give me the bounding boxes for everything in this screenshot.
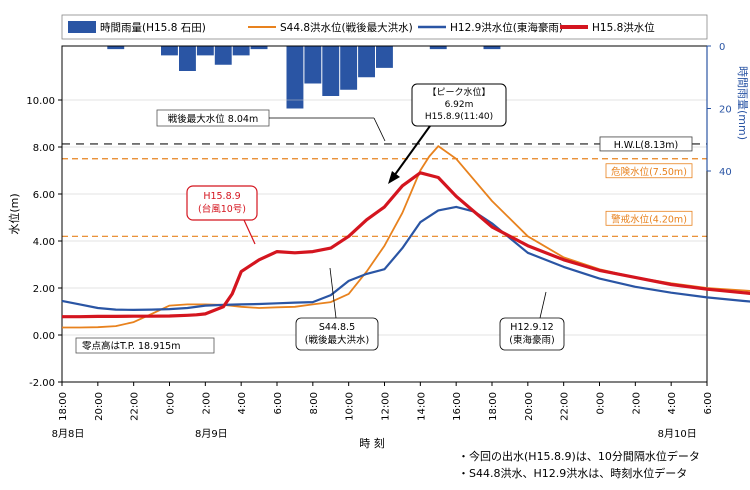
h12-event-text: H12.9.12 <box>510 322 553 333</box>
x-tick-label: 10:00 <box>345 392 356 421</box>
x-tick-label: 0:00 <box>166 392 177 414</box>
series-lines <box>61 145 750 329</box>
peak-callout-text: H15.8.9(11:40) <box>425 112 493 122</box>
x-tick-label: 4:00 <box>237 392 248 414</box>
rain-bar <box>179 46 196 71</box>
reference-lines: H.W.L(8.13m) 危険水位(7.50m) 警戒水位(4.20m) <box>62 136 707 237</box>
x-tick-label: 18:00 <box>58 392 69 421</box>
rain-bar <box>483 46 501 50</box>
y2-tick-label: 20 <box>719 105 732 116</box>
series-line-h15 <box>62 171 750 319</box>
reference-label-box <box>605 163 693 179</box>
rain-bar <box>161 46 178 56</box>
legend-label: H12.9洪水位(東海豪雨) <box>450 21 563 34</box>
rain-bar <box>376 46 393 68</box>
series-line-h12 <box>61 205 750 311</box>
legend-label: 時間雨量(H15.8 石田) <box>100 22 206 34</box>
rain-bars <box>107 46 501 109</box>
rain-bar <box>322 46 340 96</box>
x-tick-label: 2:00 <box>201 392 212 414</box>
h12-event-leader <box>539 291 547 319</box>
x-tick-label: 0:00 <box>596 392 607 414</box>
x-tick-label: 12:00 <box>381 392 392 421</box>
peak-arrow <box>393 125 431 177</box>
peak-callout-box <box>411 83 507 127</box>
legend-box <box>61 14 708 40</box>
peak-callout-text: 【ピーク水位】 <box>427 86 490 98</box>
rain-bar <box>358 46 375 78</box>
x-tick-label: 6:00 <box>703 392 714 414</box>
x-tick-label: 18:00 <box>488 392 499 421</box>
note-2: ・S44.8洪水、H12.9洪水は、時刻水位データ <box>458 467 688 480</box>
y-tick-label: -2.00 <box>29 378 55 389</box>
peak-callout-text: 6.92m <box>445 100 474 110</box>
rain-bar <box>232 46 250 56</box>
rain-bar <box>429 46 447 50</box>
rain-bar <box>286 46 304 109</box>
h15-event-text: (台風10号) <box>198 203 246 215</box>
rain-bar <box>107 46 125 50</box>
annotations: 【ピーク水位】 6.92m H15.8.9(11:40) 戦後最大水位 8.04m H1… <box>75 83 565 354</box>
datum-box <box>75 337 215 354</box>
datum-label: 零点高はT.P. 18.915m <box>82 340 180 352</box>
postwar-max-leader <box>373 117 386 142</box>
rain-bar <box>196 46 214 56</box>
rain-bar <box>250 46 268 50</box>
legend-label: S44.8洪水位(戦後最大洪水) <box>280 21 413 34</box>
x-tick-label: 2:00 <box>631 392 642 414</box>
gridlines <box>62 99 707 336</box>
s44-event-leader <box>329 267 337 319</box>
y-tick-label: 8.00 <box>33 143 55 154</box>
note-1: ・今回の出水(H15.8.9)は、10分間隔水位データ <box>458 450 700 463</box>
rain-bar <box>214 46 232 65</box>
y-tick-label: 6.00 <box>33 190 55 201</box>
rain-bar <box>340 46 358 90</box>
date-label: 8月8日 <box>52 428 85 440</box>
h12-event-text: (東海豪雨) <box>509 334 554 346</box>
x-axis-title: 時 刻 <box>359 436 385 450</box>
y2-axis-title: 時間雨量(mm) <box>736 66 749 140</box>
legend-swatch <box>68 21 96 33</box>
y2-tick-label: 40 <box>719 167 732 178</box>
date-label: 8月9日 <box>195 428 228 440</box>
h15-event-box <box>186 185 258 221</box>
y-tick-label: 2.00 <box>33 284 55 295</box>
s44-event-box <box>295 317 379 351</box>
reference-label-hwl: H.W.L(8.13m) <box>614 140 678 151</box>
postwar-max-label: 戦後最大水位 8.04m <box>168 113 258 125</box>
peak-arrowhead <box>388 171 400 184</box>
reference-label-box <box>605 210 693 226</box>
reference-label-caution: 警戒水位(4.20m) <box>611 213 687 225</box>
x-tick-label: 20:00 <box>524 392 535 421</box>
legend: 時間雨量(H15.8 石田) S44.8洪水位(戦後最大洪水) H12.9洪水位(東… <box>61 14 708 40</box>
x-tick-label: 22:00 <box>560 392 571 421</box>
axes: -2.00 0.00 2.00 4.00 6.00 8.00 10.00 0 20 40 18:00… <box>7 42 749 450</box>
x-tick-label: 16:00 <box>452 392 463 421</box>
x-tick-label: 4:00 <box>667 392 678 414</box>
x-tick-label: 6:00 <box>273 392 284 414</box>
x-tick-label: 8:00 <box>309 392 320 414</box>
x-tick-label: 14:00 <box>416 392 427 421</box>
y-axis-title: 水位(m) <box>7 193 21 234</box>
reference-label-box <box>599 136 693 152</box>
h15-event-leader <box>243 219 256 245</box>
x-tick-label: 22:00 <box>130 392 141 421</box>
x-tick-label: 20:00 <box>94 392 105 421</box>
legend-label: H15.8洪水位 <box>592 21 655 34</box>
y-tick-label: 4.00 <box>33 237 55 248</box>
reference-label-danger: 危険水位(7.50m) <box>611 166 687 178</box>
date-label: 8月10日 <box>658 428 697 440</box>
h15-event-text: H15.8.9 <box>203 191 240 202</box>
y2-tick-label: 0 <box>719 42 725 53</box>
rain-bar <box>304 46 322 84</box>
s44-event-text: S44.8.5 <box>319 322 355 333</box>
y-tick-label: 0.00 <box>33 331 55 342</box>
y-tick-label: 10.00 <box>26 96 55 107</box>
h12-event-box <box>499 317 565 351</box>
s44-event-text: (戦後最大洪水) <box>305 334 369 346</box>
